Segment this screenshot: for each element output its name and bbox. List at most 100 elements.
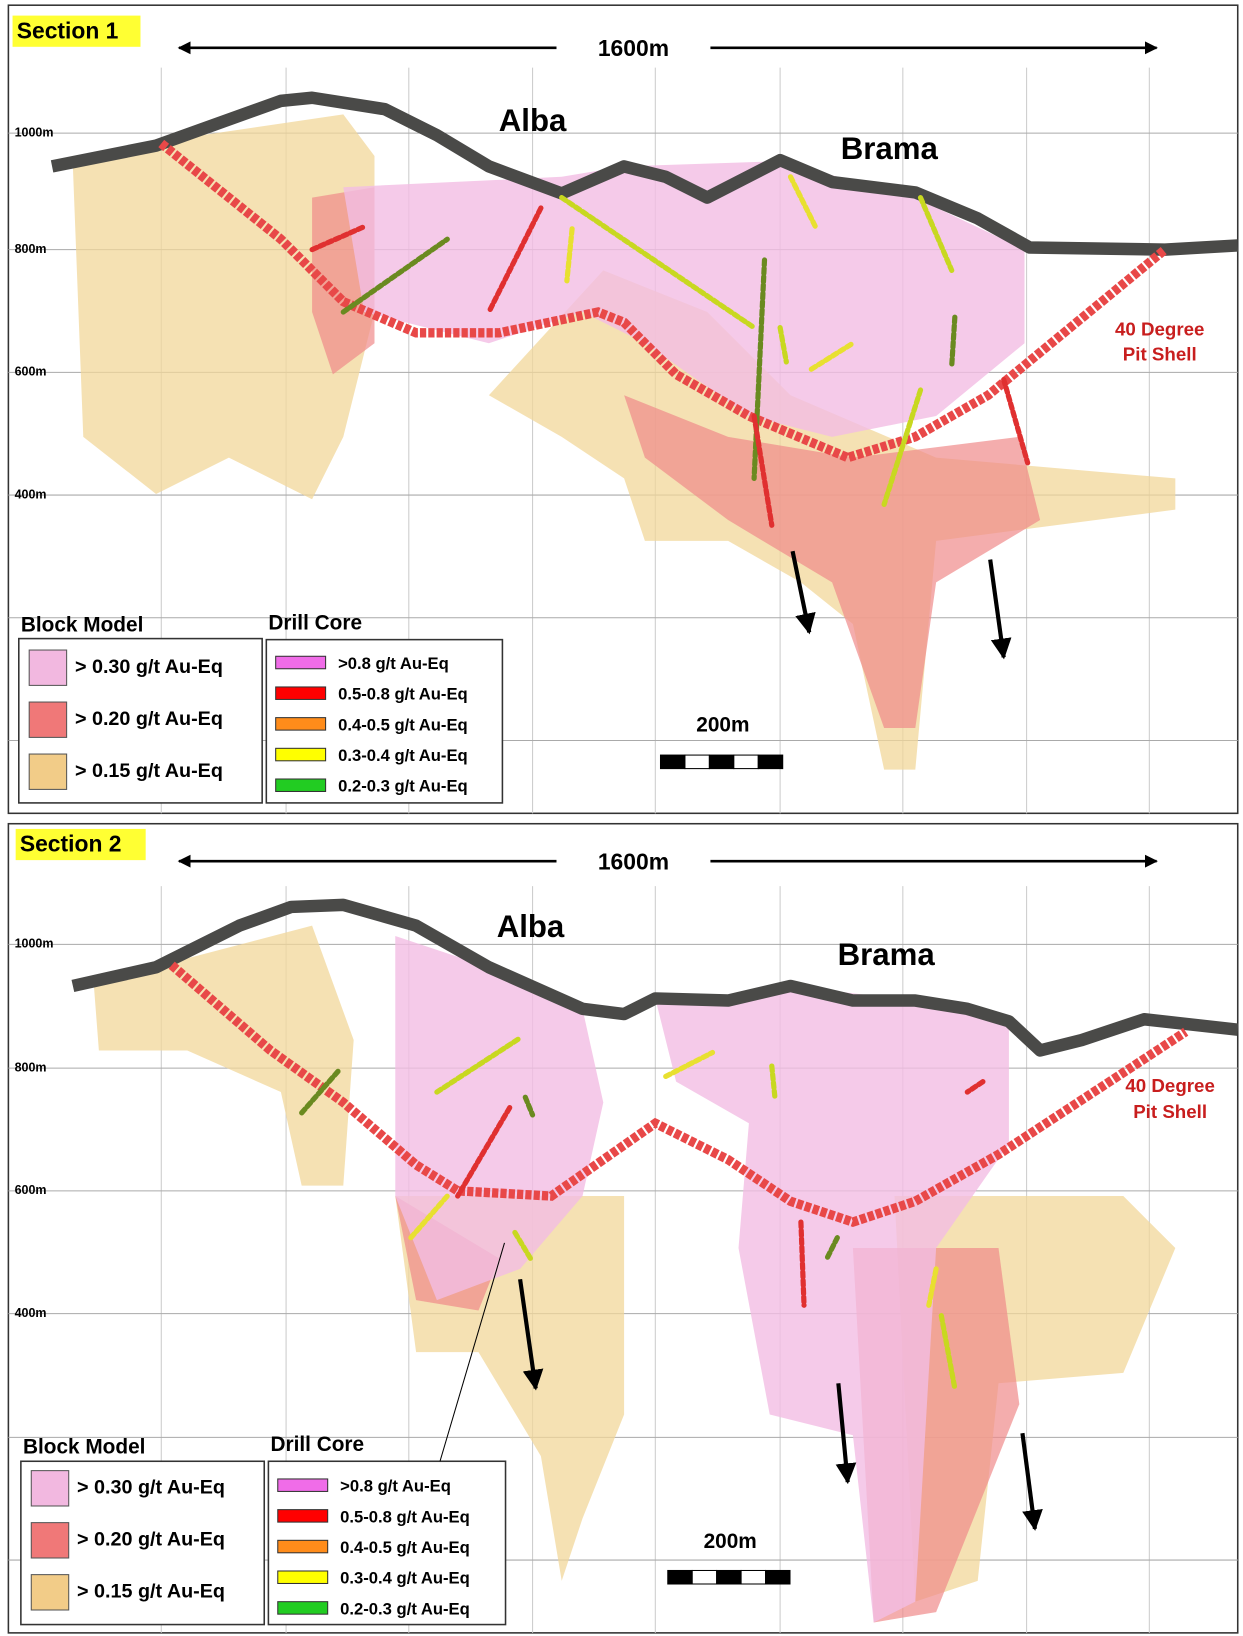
legend-item: >0.8 g/t Au-Eq xyxy=(340,1477,451,1496)
drill-hole xyxy=(559,195,757,331)
legend-item: 0.3-0.4 g/t Au-Eq xyxy=(338,746,468,765)
legend-swatch xyxy=(28,649,68,686)
down-arrow xyxy=(1020,1432,1043,1531)
drill-hole xyxy=(949,314,958,369)
block-0-15 xyxy=(93,925,354,1186)
legend-swatch xyxy=(275,717,327,731)
scale-segment xyxy=(691,1569,718,1585)
elevation-label: 600m xyxy=(15,365,47,379)
legend-item: 0.5-0.8 g/t Au-Eq xyxy=(340,1507,470,1526)
drill-hole xyxy=(340,236,450,315)
scale-segment xyxy=(716,1569,742,1585)
pit-shell-label: 40 Degree xyxy=(1115,319,1205,340)
legend-swatch xyxy=(275,778,327,792)
block-0-30 xyxy=(343,161,1025,437)
scale-segment xyxy=(757,754,784,770)
legend-item: 0.2-0.3 g/t Au-Eq xyxy=(338,777,468,796)
width-label: 1600m xyxy=(598,35,669,61)
drill-hole xyxy=(938,1313,958,1392)
drill-hole xyxy=(777,325,789,365)
drill-hole xyxy=(769,1063,778,1100)
scale-segment xyxy=(740,1569,767,1585)
scale-segment xyxy=(708,754,735,770)
pit-shell xyxy=(168,961,1189,1227)
elevation-label: 800m xyxy=(15,242,47,256)
legend-item: 0.2-0.3 g/t Au-Eq xyxy=(340,1599,470,1618)
elevation-label: 1000m xyxy=(15,125,54,139)
legend-swatch xyxy=(277,1539,329,1554)
section-label: Section 2 xyxy=(20,831,122,857)
section-label: Section 1 xyxy=(17,17,119,43)
scale-label: 200m xyxy=(704,1530,757,1553)
leader-line xyxy=(439,1242,505,1462)
legend-swatch xyxy=(275,686,327,700)
down-arrow xyxy=(518,1278,544,1391)
legend-swatch xyxy=(277,1478,329,1492)
legend-item: > 0.15 g/t Au-Eq xyxy=(75,760,223,782)
pit-shell xyxy=(158,139,1168,463)
down-arrow xyxy=(835,1383,857,1485)
block-0-15 xyxy=(72,114,375,500)
block-0-20 xyxy=(624,395,1041,729)
drill-hole xyxy=(808,340,856,372)
legend-swatch xyxy=(275,747,327,762)
drill-hole xyxy=(798,1219,807,1308)
drill-hole xyxy=(787,174,820,232)
legend-item: > 0.20 g/t Au-Eq xyxy=(75,708,223,730)
legend-swatch xyxy=(277,1570,329,1584)
elevation-label: 400m xyxy=(15,487,47,501)
scale-segment xyxy=(659,754,686,770)
deposit-label: Brama xyxy=(838,937,936,972)
elevation-label: 400m xyxy=(15,1306,47,1320)
drill-hole xyxy=(564,226,575,284)
drill-hole xyxy=(309,224,367,253)
legend-item: >0.8 g/t Au-Eq xyxy=(338,654,449,673)
drill-hole xyxy=(486,205,544,315)
width-label: 1600m xyxy=(598,848,669,874)
deposit-label: Alba xyxy=(499,103,567,138)
pit-shell-label: Pit Shell xyxy=(1123,344,1197,365)
legend-item: 0.4-0.5 g/t Au-Eq xyxy=(338,715,468,734)
elevation-label: 600m xyxy=(15,1183,47,1197)
drill-hole xyxy=(434,1035,523,1095)
section-label-bg xyxy=(12,15,141,47)
legend-swatch xyxy=(30,1574,70,1611)
pit-shell-label: 40 Degree xyxy=(1125,1075,1215,1096)
legend-title: Block Model xyxy=(23,1435,146,1458)
drill-hole xyxy=(964,1079,986,1095)
legend-item: 0.5-0.8 g/t Au-Eq xyxy=(338,685,468,704)
drill-hole xyxy=(663,1049,716,1080)
block-0-30 xyxy=(395,936,604,1301)
legend-item: 0.3-0.4 g/t Au-Eq xyxy=(340,1569,470,1588)
block-0-30 xyxy=(655,985,1009,1623)
drill-hole xyxy=(512,1229,534,1262)
scale-segment xyxy=(667,1569,693,1585)
legend-item: 0.4-0.5 g/t Au-Eq xyxy=(340,1538,470,1557)
drill-hole xyxy=(881,387,924,508)
drill-hole xyxy=(926,1266,939,1308)
legend-title: Drill Core xyxy=(268,612,362,635)
legend-swatch xyxy=(30,1522,70,1559)
legend-swatch xyxy=(28,753,68,790)
topography xyxy=(50,91,1239,256)
legend-title: Drill Core xyxy=(270,1433,364,1456)
down-arrow xyxy=(790,550,816,635)
scale-segment xyxy=(765,1569,791,1585)
drill-hole xyxy=(751,413,775,528)
deposit-label: Brama xyxy=(841,131,939,166)
drill-hole xyxy=(299,1068,341,1116)
down-arrow xyxy=(988,559,1012,660)
legend-swatch xyxy=(30,1470,70,1507)
drill-hole xyxy=(1001,377,1031,466)
legend-swatch xyxy=(277,1601,329,1615)
deposit-label: Alba xyxy=(497,909,565,944)
legend-swatch xyxy=(275,655,327,670)
scale-segment xyxy=(733,754,759,770)
topography xyxy=(71,898,1239,1057)
drill-hole xyxy=(455,1105,513,1199)
legend-title: Block Model xyxy=(21,614,144,637)
legend-swatch xyxy=(28,701,68,738)
legend-item: > 0.30 g/t Au-Eq xyxy=(77,1477,225,1499)
legend-swatch xyxy=(277,1509,329,1523)
